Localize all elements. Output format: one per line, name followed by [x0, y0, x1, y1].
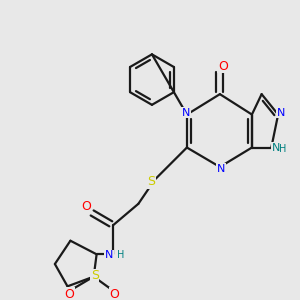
Text: H: H [117, 250, 124, 260]
Text: S: S [91, 269, 99, 282]
Text: O: O [218, 59, 228, 73]
Text: O: O [81, 200, 91, 213]
Text: H: H [279, 145, 287, 154]
Text: N: N [105, 250, 113, 260]
Text: O: O [109, 288, 119, 300]
Text: N: N [217, 164, 225, 174]
Text: O: O [64, 288, 74, 300]
Text: N: N [277, 108, 285, 118]
Text: N: N [182, 108, 190, 118]
Text: N: N [272, 142, 281, 152]
Text: S: S [147, 175, 155, 188]
